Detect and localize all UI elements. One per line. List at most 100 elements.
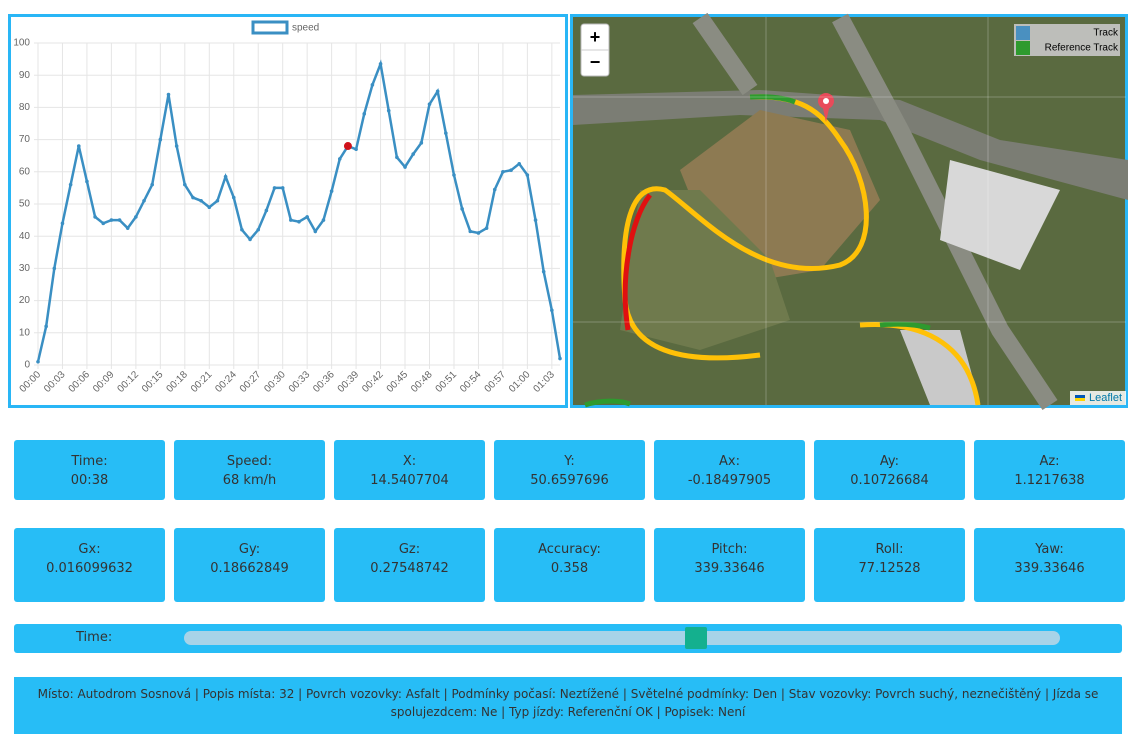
info-value: 1.1217638 xyxy=(974,471,1125,490)
data-point xyxy=(411,152,415,156)
data-point xyxy=(110,218,114,222)
data-point xyxy=(142,199,146,203)
data-point xyxy=(322,218,326,222)
data-point xyxy=(517,162,521,166)
data-point xyxy=(36,360,40,364)
info-box: Roll:77.12528 xyxy=(814,528,965,602)
info-value: 339.33646 xyxy=(974,559,1125,578)
info-box: Ay:0.10726684 xyxy=(814,440,965,500)
y-tick-label: 20 xyxy=(19,295,31,306)
data-point xyxy=(167,93,171,97)
attribution[interactable]: Leaflet xyxy=(1089,392,1122,404)
data-point xyxy=(207,205,211,209)
data-point xyxy=(420,141,424,145)
data-point xyxy=(509,168,513,172)
info-box: Gz:0.27548742 xyxy=(334,528,485,602)
info-label: Speed: xyxy=(174,452,325,471)
data-point xyxy=(436,90,440,94)
slider-label: Time: xyxy=(76,630,112,645)
y-tick-label: 0 xyxy=(24,360,30,371)
data-point xyxy=(305,215,309,219)
chart: + − Track Reference Track Leaflet 010203… xyxy=(0,0,1128,410)
info-box: X:14.5407704 xyxy=(334,440,485,500)
data-point xyxy=(273,186,277,190)
y-tick-label: 40 xyxy=(19,231,31,242)
data-point xyxy=(460,207,464,211)
zoom-out[interactable]: − xyxy=(590,52,601,72)
data-point xyxy=(159,138,163,142)
info-value: 0.10726684 xyxy=(814,471,965,490)
data-point xyxy=(297,220,301,224)
info-box: Gy:0.18662849 xyxy=(174,528,325,602)
data-point xyxy=(379,62,383,66)
y-tick-label: 90 xyxy=(19,70,31,81)
info-label: Yaw: xyxy=(974,540,1125,559)
info-value: 0.27548742 xyxy=(334,559,485,578)
info-label: Y: xyxy=(494,452,645,471)
data-point xyxy=(558,357,562,361)
zoom-in[interactable]: + xyxy=(590,27,601,47)
info-label: Ay: xyxy=(814,452,965,471)
data-point xyxy=(85,180,89,184)
y-tick-label: 30 xyxy=(19,263,31,274)
info-box: Y:50.6597696 xyxy=(494,440,645,500)
slider-track[interactable] xyxy=(184,631,1060,645)
data-point xyxy=(403,165,407,169)
info-label: Gy: xyxy=(174,540,325,559)
map-legend: Reference Track xyxy=(1045,43,1119,54)
info-label: Az: xyxy=(974,452,1125,471)
data-point xyxy=(93,215,97,219)
data-point xyxy=(191,196,195,200)
info-value: 339.33646 xyxy=(654,559,805,578)
data-point xyxy=(183,183,187,187)
data-point xyxy=(53,267,57,271)
info-label: Time: xyxy=(14,452,165,471)
info-value: -0.18497905 xyxy=(654,471,805,490)
info-label: Gz: xyxy=(334,540,485,559)
info-label: Pitch: xyxy=(654,540,805,559)
data-point xyxy=(232,196,236,200)
data-point xyxy=(387,109,391,113)
data-point xyxy=(485,226,489,230)
data-point xyxy=(240,228,244,232)
info-label: X: xyxy=(334,452,485,471)
map-legend: Track xyxy=(1093,28,1119,39)
y-tick-label: 60 xyxy=(19,166,31,177)
slider-thumb[interactable] xyxy=(685,627,707,649)
info-box: Speed:68 km/h xyxy=(174,440,325,500)
data-point xyxy=(77,144,81,148)
data-point xyxy=(477,231,481,235)
data-point xyxy=(314,230,318,234)
data-point xyxy=(216,199,220,203)
info-box: Time:00:38 xyxy=(14,440,165,500)
legend-label: speed xyxy=(292,23,319,34)
data-point xyxy=(224,175,228,179)
data-point xyxy=(354,147,358,151)
y-tick-label: 80 xyxy=(19,102,31,113)
info-label: Ax: xyxy=(654,452,805,471)
data-point xyxy=(256,228,260,232)
page: + − Track Reference Track Leaflet 010203… xyxy=(0,0,1128,734)
data-point xyxy=(550,308,554,312)
data-point xyxy=(175,144,179,148)
data-point xyxy=(428,102,432,106)
info-label: Accuracy: xyxy=(494,540,645,559)
data-point xyxy=(248,238,252,242)
data-point xyxy=(69,183,73,187)
data-point xyxy=(118,218,122,222)
data-point xyxy=(452,173,456,177)
info-box: Yaw:339.33646 xyxy=(974,528,1125,602)
y-tick-label: 70 xyxy=(19,134,31,145)
info-box: Ax:-0.18497905 xyxy=(654,440,805,500)
info-value: 00:38 xyxy=(14,471,165,490)
data-point xyxy=(526,173,530,177)
info-value: 77.12528 xyxy=(814,559,965,578)
data-point xyxy=(61,222,65,226)
footer-info: Místo: Autodrom Sosnová | Popis místa: 3… xyxy=(14,677,1122,734)
info-value: 50.6597696 xyxy=(494,471,645,490)
y-tick-label: 50 xyxy=(19,199,31,210)
info-value: 68 km/h xyxy=(174,471,325,490)
info-value: 14.5407704 xyxy=(334,471,485,490)
data-point xyxy=(289,218,293,222)
info-box: Pitch:339.33646 xyxy=(654,528,805,602)
